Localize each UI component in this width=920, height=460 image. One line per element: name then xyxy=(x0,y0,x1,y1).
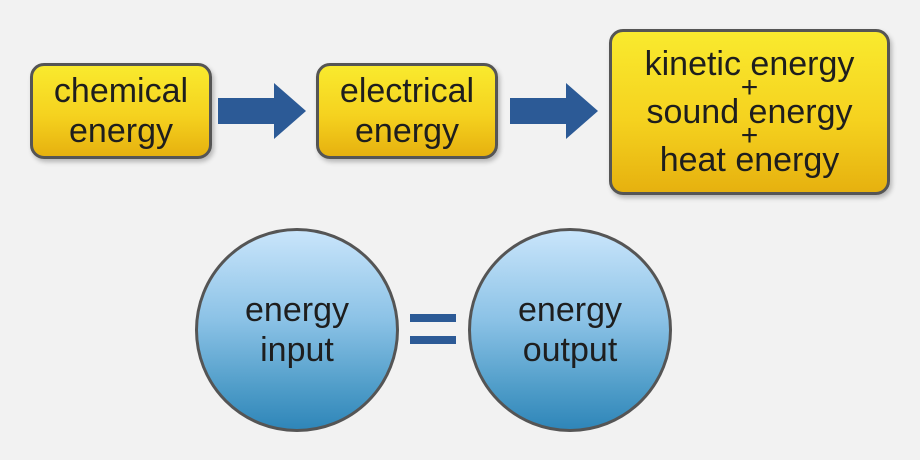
energy-output-label-line2: output xyxy=(522,331,618,369)
chemical-energy-label-line2: energy xyxy=(69,112,173,150)
plus-sign: + xyxy=(740,119,759,152)
chemical-energy-box: chemical energy xyxy=(30,63,212,159)
plus-sign: + xyxy=(740,71,759,104)
arrow-right-icon xyxy=(510,83,598,139)
output-energies-box: kinetic energy + sound energy + heat ene… xyxy=(609,29,890,195)
energy-input-label-line2: input xyxy=(260,331,334,369)
energy-output-label-line1: energy xyxy=(518,291,622,329)
arrow-right-icon xyxy=(218,83,306,139)
chemical-energy-label-line1: chemical xyxy=(53,72,189,110)
heat-energy-label: heat energy xyxy=(659,141,840,179)
energy-output-circle: energy output xyxy=(468,228,672,432)
energy-input-label-line1: energy xyxy=(245,291,349,329)
equals-sign-icon xyxy=(410,314,456,344)
energy-input-circle: energy input xyxy=(195,228,399,432)
sound-energy-label: sound energy xyxy=(646,93,853,131)
kinetic-energy-label: kinetic energy xyxy=(644,45,855,83)
electrical-energy-label-line2: energy xyxy=(355,112,459,150)
electrical-energy-label-line1: electrical xyxy=(339,72,475,110)
electrical-energy-box: electrical energy xyxy=(316,63,498,159)
